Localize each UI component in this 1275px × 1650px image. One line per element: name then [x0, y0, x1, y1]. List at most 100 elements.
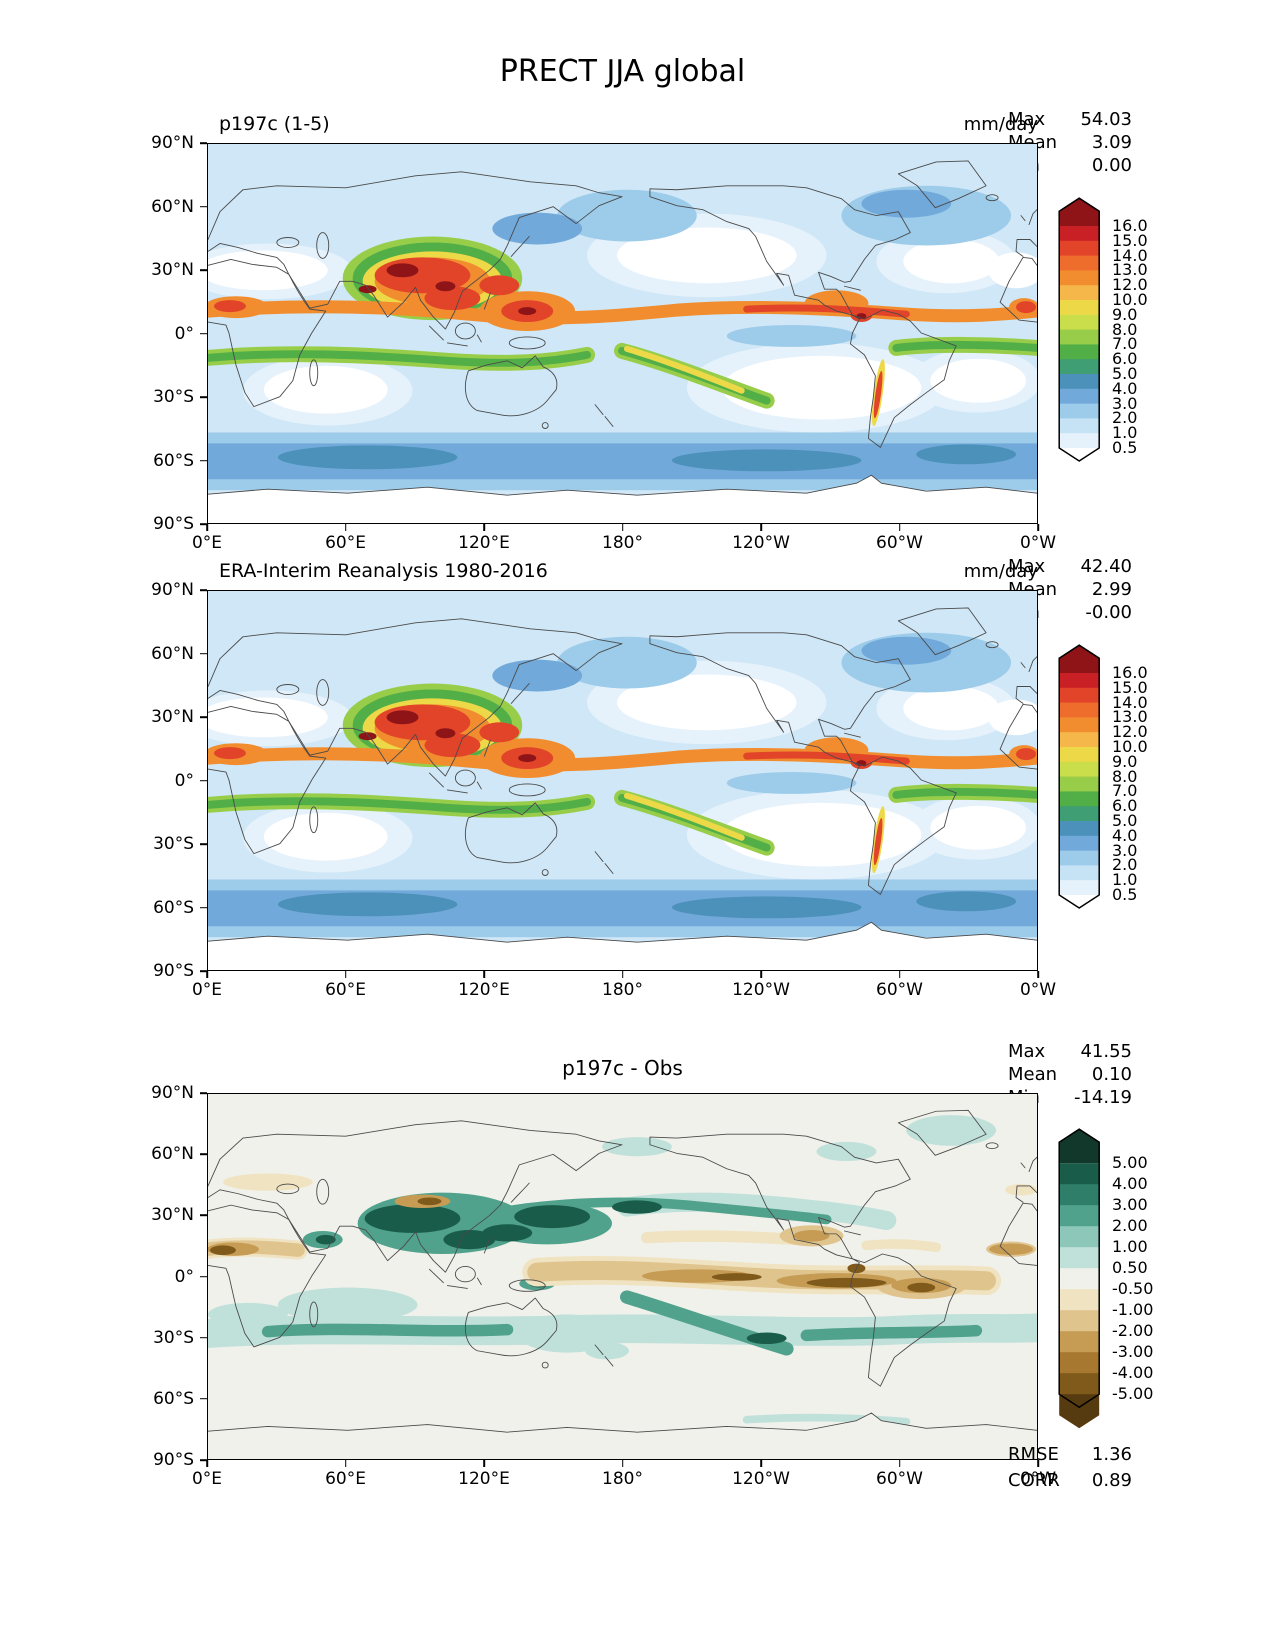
x-tick-label: 0°W: [1019, 980, 1057, 1000]
colorbar-tick-label: 15.0: [1112, 230, 1148, 250]
y-tick-label: 30°S: [153, 387, 194, 407]
x-tick-label: 180°: [602, 980, 643, 1000]
panel2-title: ERA-Interim Reanalysis 1980-2016: [219, 560, 548, 582]
tick-mark: [898, 524, 901, 531]
tick-mark: [483, 971, 485, 978]
tick-mark: [200, 1092, 207, 1094]
figure-title: PRECT JJA global: [499, 54, 746, 89]
panel2-units: mm/day: [963, 561, 1038, 582]
colorbar-tick-label: -1.00: [1112, 1300, 1154, 1320]
colorbar-tick-label: 2.00: [1112, 1216, 1148, 1236]
y-tick-label: 0°: [174, 323, 194, 344]
tick-mark: [206, 1460, 208, 1467]
colorbar-tick-label: -0.50: [1112, 1279, 1154, 1299]
tick-mark: [200, 779, 207, 782]
x-tick-label: 120°E: [458, 1469, 510, 1489]
colorbar-tick-label: -4.00: [1112, 1363, 1154, 1383]
panel2-header: ERA-Interim Reanalysis 1980-2016 mm/day: [207, 560, 1038, 582]
y-tick-label: 90°S: [153, 961, 194, 981]
tick-mark: [200, 716, 207, 718]
tick-mark: [760, 524, 762, 531]
colorbar-tick-label: 4.0: [1112, 825, 1138, 845]
tick-mark: [621, 524, 624, 531]
y-tick-label: 60°S: [153, 897, 194, 918]
panel1-map-svg: [208, 144, 1037, 523]
colorbar-tick-label: 0.5: [1112, 438, 1138, 457]
colorbar-tick-label: 12.0: [1112, 722, 1148, 742]
tick-mark: [200, 652, 207, 655]
stat-max: Max 41.55: [1008, 1041, 1132, 1062]
x-tick-label: 120°E: [458, 980, 510, 1000]
tick-mark: [200, 1153, 207, 1155]
x-tick-label: 60°W: [876, 980, 923, 1000]
panel2-map: [207, 590, 1038, 971]
y-tick-label: 60°S: [153, 450, 194, 471]
tick-mark: [760, 1460, 762, 1467]
tick-mark: [200, 1398, 207, 1400]
colorbar-tick-label: 15.0: [1112, 677, 1148, 697]
colorbar-tick-label: 9.0: [1112, 304, 1138, 324]
y-tick-label: 60°N: [151, 1144, 194, 1165]
stat-mean: Mean 0.10: [1008, 1064, 1132, 1085]
colorbar-tick-label: 16.0: [1112, 663, 1148, 682]
y-tick-label: 30°N: [151, 260, 194, 280]
x-tick-label: 120°W: [732, 533, 790, 553]
x-tick-label: 0°E: [191, 1469, 223, 1489]
x-tick-label: 120°W: [732, 1469, 790, 1489]
panel3-title: p197c - Obs: [562, 1056, 683, 1080]
y-tick-label: 30°S: [153, 834, 194, 854]
tick-mark: [1037, 1460, 1039, 1467]
panel3-colorbar: 5.00 4.00 3.00 2.00 1.00 0.50 -0.50 -1.00 -2.00-…: [1058, 1128, 1228, 1429]
tick-mark: [344, 524, 347, 531]
tick-mark: [200, 843, 207, 845]
x-tick-label: 180°: [602, 533, 643, 553]
colorbar-tick-label: 3.0: [1112, 393, 1138, 413]
tick-mark: [200, 332, 207, 335]
y-tick-label: 90°S: [153, 1450, 194, 1470]
panel3-map-svg: [208, 1094, 1037, 1459]
colorbar-tick-label: 4.00: [1112, 1174, 1148, 1194]
colorbar-tick-label: 2.0: [1112, 855, 1138, 875]
y-tick-label: 60°S: [153, 1388, 194, 1409]
tick-mark: [200, 269, 207, 271]
tick-mark: [200, 589, 207, 591]
panel1-map: [207, 143, 1038, 524]
tick-mark: [898, 971, 901, 978]
colorbar-tick-label: 7.0: [1112, 334, 1138, 354]
colorbar-tick-label: -3.00: [1112, 1342, 1154, 1362]
y-tick-label: 90°S: [153, 514, 194, 534]
x-tick-label: 0°W: [1019, 1469, 1057, 1489]
tick-mark: [206, 524, 208, 531]
panel3-yticks: 90°N 60°N 30°N 0° 30°S 60°S 90°S: [122, 1083, 207, 1470]
tick-mark: [1037, 971, 1039, 978]
y-tick-label: 0°: [174, 1266, 194, 1287]
colorbar-tick-label: 5.0: [1112, 364, 1138, 383]
tick-mark: [200, 1336, 207, 1339]
stat-max: Max 54.03: [1008, 109, 1132, 130]
panel1-colorbar: 16.0 15.0 14.0 13.0 12.0 10.0 9.0 8.0 7.0 6.0 5.0 4…: [1058, 197, 1228, 477]
colorbar-tick-label: 13.0: [1112, 707, 1148, 727]
colorbar-tick-label: 10.0: [1112, 290, 1148, 309]
panel3-xticks: 0°E 60°E 120°E 180° 120°W 60°W 0°W: [192, 1460, 1056, 1492]
panel1-yticks: 90°N 60°N 30°N 0° 30°S 60°S 90°S: [122, 133, 207, 534]
x-tick-label: 180°: [602, 1469, 643, 1489]
y-tick-label: 30°N: [151, 707, 194, 727]
y-tick-label: 90°N: [151, 580, 194, 600]
x-tick-label: 60°E: [325, 980, 366, 1000]
tick-mark: [200, 970, 207, 972]
y-tick-label: 30°S: [153, 1327, 194, 1348]
tick-mark: [760, 971, 762, 978]
panel2-colorbar: 16.0 15.0 14.0 13.0 12.0 10.0 9.0 8.0 7.0 6.0 5.0 4…: [1058, 644, 1228, 924]
panel1-title: p197c (1-5): [219, 113, 330, 135]
y-tick-label: 60°N: [151, 196, 194, 217]
colorbar-tick-label: 1.00: [1112, 1237, 1148, 1257]
stat-max: Max 42.40: [1008, 556, 1132, 577]
x-tick-label: 60°W: [876, 533, 923, 553]
colorbar-tick-label: -2.00: [1112, 1321, 1154, 1341]
tick-mark: [1037, 524, 1039, 531]
panel1-xticks: 0°E 60°E 120°E 180° 120°W 60°W 0°W: [192, 524, 1056, 556]
colorbar-tick-label: 1.0: [1112, 870, 1138, 890]
colorbar-svg: [1058, 197, 1100, 476]
stat-corr: CORR 0.89: [1008, 1470, 1132, 1491]
tick-mark: [200, 396, 207, 398]
